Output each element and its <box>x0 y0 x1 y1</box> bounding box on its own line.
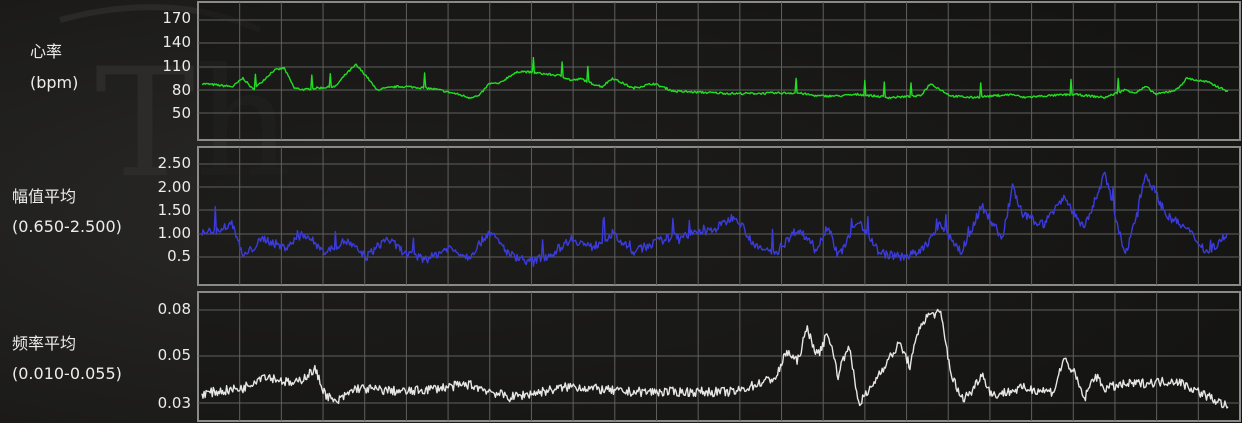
tick-label: 140 <box>162 33 191 51</box>
amplitude-range: (0.650-2.500) <box>12 217 122 236</box>
heart-rate-title: 心率 <box>30 42 63 61</box>
frequency-range: (0.010-0.055) <box>12 364 122 383</box>
panel-frame <box>197 146 1241 286</box>
tick-label: 110 <box>162 57 191 75</box>
amplitude-title: 幅值平均 <box>12 187 77 206</box>
tick-label: 170 <box>162 9 191 27</box>
tick-label: 80 <box>171 81 191 99</box>
tick-label: 50 <box>171 104 191 122</box>
heart-rate-unit: (bpm) <box>30 73 79 92</box>
frequency-title: 频率平均 <box>12 334 77 353</box>
series-line <box>201 171 1229 267</box>
tick-label: 2.00 <box>157 178 191 196</box>
tick-label: 0.05 <box>157 346 191 364</box>
series-line <box>201 56 1229 100</box>
tick-label: 0.08 <box>157 300 191 318</box>
tick-label: 1.00 <box>157 224 191 242</box>
tick-label: 0.03 <box>157 394 191 412</box>
tick-label: 2.50 <box>157 154 191 172</box>
series-line <box>201 308 1229 409</box>
tick-label: 1.50 <box>157 201 191 219</box>
panel-frame <box>197 1 1241 141</box>
tick-label: 0.5 <box>167 247 191 265</box>
